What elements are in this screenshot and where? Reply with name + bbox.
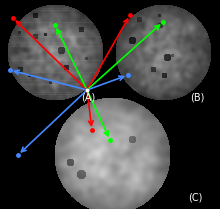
- Text: (C): (C): [188, 192, 202, 202]
- Text: (B): (B): [190, 93, 204, 103]
- Text: (A): (A): [81, 93, 95, 103]
